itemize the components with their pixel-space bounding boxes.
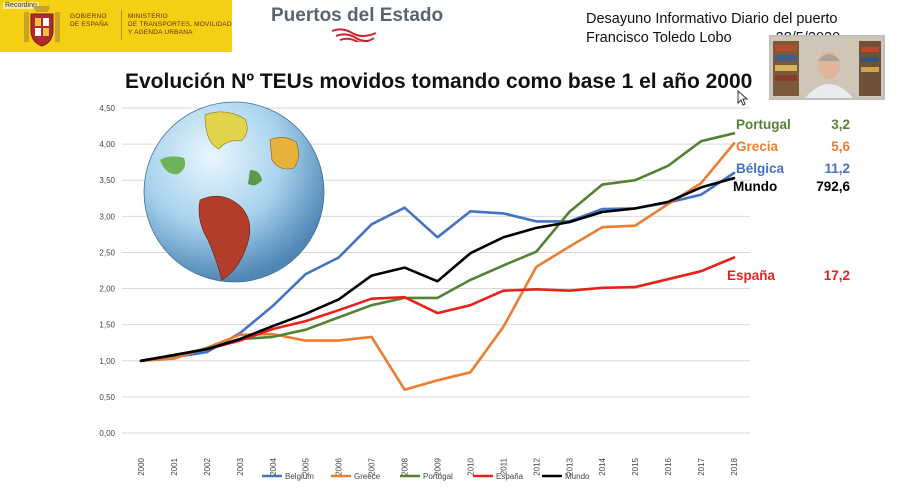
continent-central [160, 156, 186, 175]
continent-south-america [198, 195, 251, 281]
x-tick-label: 2001 [170, 457, 179, 475]
x-tick-label: 2004 [269, 457, 278, 475]
brand-name: Puertos del Estado [271, 5, 444, 26]
x-tick-label: 2013 [565, 457, 574, 475]
x-tick-label: 2006 [335, 457, 344, 475]
series-line-españa [139, 256, 736, 363]
x-tick-label: 2008 [401, 457, 410, 475]
series-line-mundo [139, 176, 736, 363]
x-tick-label: 2014 [598, 457, 607, 475]
x-tick-label: 2002 [203, 457, 212, 475]
government-logo-block: Recording GOBIERNO DE ESPAÑA MINISTERIO … [0, 0, 232, 52]
x-tick-label: 2000 [137, 457, 146, 475]
annotation-label: Mundo [733, 179, 777, 194]
line-chart: 0,00 0,50 1,00 1,50 2,00 2,50 3,00 3,50 4,00 4,50… [99, 101, 850, 481]
y-tick-label: 3,50 [99, 176, 115, 185]
x-tick-label: 2011 [499, 457, 508, 475]
legend-label: España [496, 472, 524, 481]
continent-africa [269, 137, 299, 170]
x-tick-label: 2009 [434, 457, 443, 475]
y-tick-label: 2,00 [99, 285, 115, 294]
legend-label: Mundo [565, 472, 590, 481]
x-tick-label: 2012 [532, 457, 541, 475]
mouse-cursor-icon [737, 90, 749, 106]
continent-island [248, 170, 262, 186]
coat-of-arms-icon [24, 6, 60, 47]
ministry-label: MINISTERIO DE TRANSPORTES, MOVILIDAD Y A… [128, 13, 232, 36]
x-tick-label: 2010 [466, 457, 475, 475]
webcam-video-feed[interactable] [769, 35, 885, 100]
x-tick-label: 2003 [236, 457, 245, 475]
x-tick-label: 2005 [302, 457, 311, 475]
annotation-label: España [727, 268, 776, 283]
x-tick-label: 2015 [631, 457, 640, 475]
y-tick-label: 1,00 [99, 357, 115, 366]
legend-label: Greece [354, 472, 381, 481]
annotation-label: Portugal [736, 117, 791, 132]
brand-waves-icon [331, 28, 377, 42]
y-tick-label: 0,00 [99, 429, 115, 438]
chart-title: Evolución Nº TEUs movidos tomando como b… [125, 70, 753, 93]
logo-divider [121, 10, 122, 40]
globe-outline [143, 101, 325, 283]
x-tick-label: 2018 [730, 457, 739, 475]
legend-label: Portugal [423, 472, 453, 481]
globe-illustration [143, 101, 325, 283]
x-tick-label: 2017 [697, 457, 706, 475]
annotation-value: 11,2 [824, 161, 850, 176]
event-title: Desayuno Informativo Diario del puerto [586, 11, 838, 27]
speaker-video-image [771, 37, 883, 98]
annotation-label: Grecia [736, 139, 779, 154]
continent-north-america [204, 111, 248, 150]
annotation-value: 5,6 [831, 139, 850, 154]
y-tick-label: 4,00 [99, 140, 115, 149]
x-tick-label: 2016 [664, 457, 673, 475]
y-tick-label: 1,50 [99, 321, 115, 330]
legend-label: Belgium [285, 472, 314, 481]
y-tick-label: 3,00 [99, 212, 115, 221]
annotation-label: Bélgica [736, 161, 785, 176]
y-tick-label: 4,50 [99, 104, 115, 113]
annotation-value: 17,2 [824, 268, 850, 283]
annotation-value: 3,2 [831, 117, 850, 132]
header-bar: Recording GOBIERNO DE ESPAÑA MINISTERIO … [0, 0, 900, 56]
government-label: GOBIERNO DE ESPAÑA [70, 13, 109, 28]
annotation-value: 792,6 [816, 179, 850, 194]
y-tick-label: 0,50 [99, 393, 115, 402]
series-line-greece [139, 142, 736, 392]
recording-indicator: Recording [3, 2, 39, 9]
y-tick-label: 2,50 [99, 248, 115, 257]
x-tick-label: 2007 [368, 457, 377, 475]
